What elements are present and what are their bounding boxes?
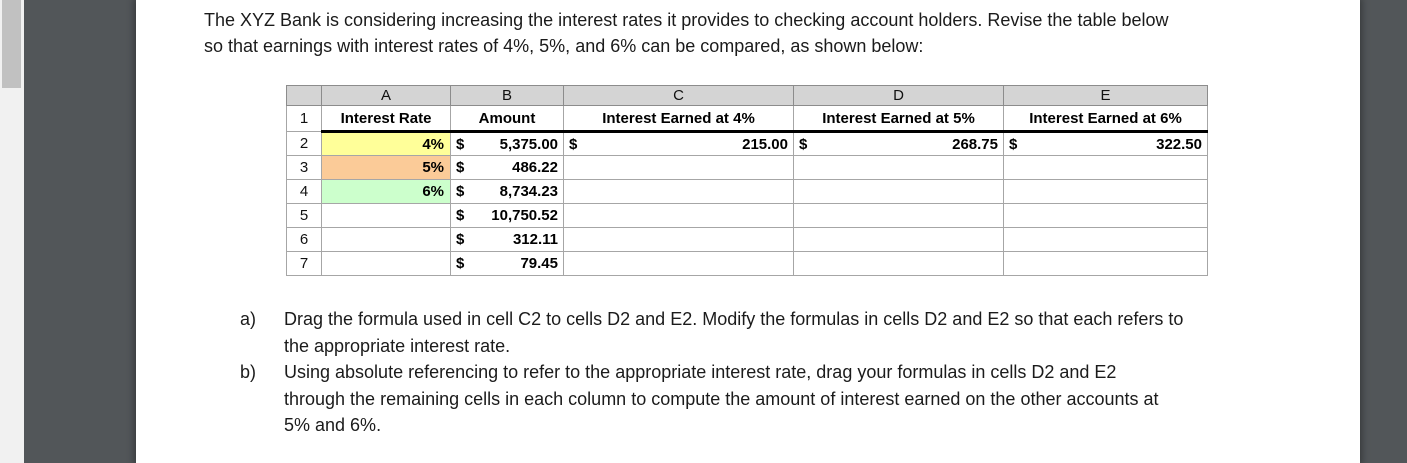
cell-d5 xyxy=(793,203,1004,228)
column-letter-c: C xyxy=(563,85,794,106)
cell-value: 486.22 xyxy=(512,159,558,176)
cell-a3: 5% xyxy=(321,155,451,180)
cell-e4 xyxy=(1003,179,1208,204)
table-row: 4 6% $8,734.23 xyxy=(286,179,1208,204)
intro-line-1: The XYZ Bank is considering increasing t… xyxy=(204,10,1169,30)
cell-d7 xyxy=(793,251,1004,276)
cell-value: 268.75 xyxy=(952,135,998,153)
column-letter-b: B xyxy=(450,85,564,106)
cell-e3 xyxy=(1003,155,1208,180)
cell-a5 xyxy=(321,203,451,228)
currency-symbol: $ xyxy=(456,183,465,200)
cell-d6 xyxy=(793,227,1004,252)
cell-e6 xyxy=(1003,227,1208,252)
instruction-b-line-3: 5% and 6%. xyxy=(284,415,382,435)
cell-c5 xyxy=(563,203,794,228)
cell-value: 322.50 xyxy=(1156,135,1202,153)
instruction-b-line-2: through the remaining cells in each colu… xyxy=(284,388,1159,409)
row-number-6: 6 xyxy=(286,227,322,252)
row-number-3: 3 xyxy=(286,155,322,180)
cell-b5: $10,750.52 xyxy=(450,203,564,228)
currency-symbol: $ xyxy=(456,135,465,153)
cell-e7 xyxy=(1003,251,1208,276)
cell-a7 xyxy=(321,251,451,276)
cell-a2: 4% xyxy=(321,131,451,156)
instruction-a: a) Drag the formula used in cell C2 to c… xyxy=(240,306,1310,359)
instruction-b-line-1: Using absolute referencing to refer to t… xyxy=(284,362,1117,382)
cell-value: 8,734.23 xyxy=(499,183,558,200)
instruction-a-line-2: the appropriate interest rate. xyxy=(284,335,511,356)
cell-c7 xyxy=(563,251,794,276)
instruction-b: b) Using absolute referencing to refer t… xyxy=(240,359,1310,439)
currency-symbol: $ xyxy=(569,135,578,153)
cell-c3 xyxy=(563,155,794,180)
cell-e1: Interest Earned at 6% xyxy=(1003,105,1208,133)
cell-b3: $486.22 xyxy=(450,155,564,180)
cell-b6: $312.11 xyxy=(450,227,564,252)
cell-b7: $79.45 xyxy=(450,251,564,276)
scrollbar-thumb[interactable] xyxy=(2,0,21,88)
table-row: 7 $79.45 xyxy=(286,251,1208,276)
cell-b4: $8,734.23 xyxy=(450,179,564,204)
cell-c2: $215.00 xyxy=(563,131,794,156)
cell-value: 79.45 xyxy=(520,255,558,272)
table-row: 6 $312.11 xyxy=(286,227,1208,252)
table-row: 3 5% $486.22 xyxy=(286,155,1208,180)
row-number-4: 4 xyxy=(286,179,322,204)
cell-d2: $268.75 xyxy=(793,131,1004,156)
instruction-a-text: Drag the formula used in cell C2 to cell… xyxy=(284,306,1183,359)
cell-b2: $5,375.00 xyxy=(450,131,564,156)
cell-b1: Amount xyxy=(450,105,564,133)
currency-symbol: $ xyxy=(1009,135,1018,153)
row-number-2: 2 xyxy=(286,131,322,156)
instruction-b-text: Using absolute referencing to refer to t… xyxy=(284,359,1159,439)
cell-value: 215.00 xyxy=(742,135,788,153)
instruction-a-label: a) xyxy=(240,309,257,329)
spreadsheet-table: A B C D E 1 Interest Rate Amount Interes… xyxy=(286,85,1208,276)
instruction-a-line-1: Drag the formula used in cell C2 to cell… xyxy=(284,309,1184,329)
currency-symbol: $ xyxy=(456,255,465,272)
cell-d3 xyxy=(793,155,1004,180)
scrollbar-track[interactable] xyxy=(0,0,24,463)
intro-line-2: so that earnings with interest rates of … xyxy=(204,36,924,56)
cell-d4 xyxy=(793,179,1004,204)
cell-value: 312.11 xyxy=(512,231,558,248)
currency-symbol: $ xyxy=(799,135,808,153)
cell-e2: $322.50 xyxy=(1003,131,1208,156)
cell-c4 xyxy=(563,179,794,204)
instruction-b-label: b) xyxy=(240,362,257,382)
corner-cell xyxy=(286,85,322,106)
cell-a1: Interest Rate xyxy=(321,105,451,133)
cell-value: 10,750.52 xyxy=(491,207,558,224)
table-row: 1 Interest Rate Amount Interest Earned a… xyxy=(286,105,1208,133)
cell-d1: Interest Earned at 5% xyxy=(793,105,1004,133)
column-letter-e: E xyxy=(1003,85,1208,106)
instructions-list: a) Drag the formula used in cell C2 to c… xyxy=(240,306,1310,439)
cell-a4: 6% xyxy=(321,179,451,204)
document-page: The XYZ Bank is considering increasing t… xyxy=(136,0,1360,463)
cell-value: 5,375.00 xyxy=(499,135,558,153)
currency-symbol: $ xyxy=(456,207,465,224)
column-letter-d: D xyxy=(793,85,1004,106)
currency-symbol: $ xyxy=(456,159,465,176)
cell-c1: Interest Earned at 4% xyxy=(563,105,794,133)
spreadsheet: A B C D E 1 Interest Rate Amount Interes… xyxy=(286,85,1208,276)
row-number-7: 7 xyxy=(286,251,322,276)
column-letters-row: A B C D E xyxy=(286,85,1208,106)
currency-symbol: $ xyxy=(456,231,465,248)
cell-e5 xyxy=(1003,203,1208,228)
intro-paragraph: The XYZ Bank is considering increasing t… xyxy=(204,7,1169,59)
row-number-5: 5 xyxy=(286,203,322,228)
table-row: 5 $10,750.52 xyxy=(286,203,1208,228)
cell-c6 xyxy=(563,227,794,252)
row-number-1: 1 xyxy=(286,105,322,132)
column-letter-a: A xyxy=(321,85,451,106)
cell-a6 xyxy=(321,227,451,252)
table-row: 2 4% $5,375.00 $215.00 $268.75 $322.50 xyxy=(286,131,1208,156)
